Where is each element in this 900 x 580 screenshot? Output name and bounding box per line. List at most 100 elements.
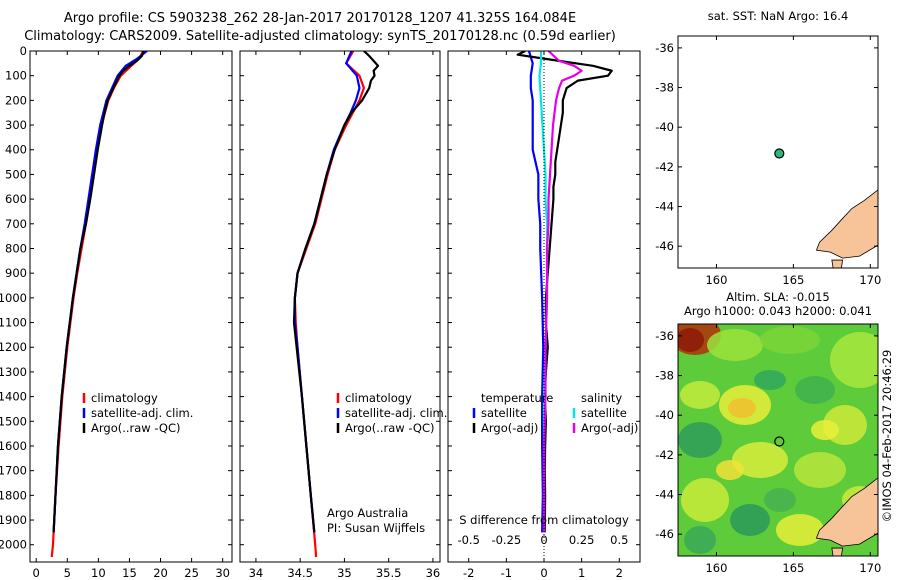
legend-label-climatology: climatology [345, 391, 412, 405]
legend-label-satellite: satellite-adj. clim. [91, 406, 193, 420]
map-x-tick-label: 165 [782, 273, 804, 287]
map-y-tick-label: -42 [655, 448, 674, 462]
series-line-satellite-adj-clim- [52, 51, 148, 533]
sla-anomaly-blob [732, 442, 788, 478]
depth-tick-label: 1600 [0, 439, 27, 453]
top-scale-tick-label: 0.5 [610, 533, 628, 547]
depth-tick-label: 2000 [0, 538, 27, 552]
map-frame [677, 35, 879, 269]
x-tick-label: 1 [578, 566, 585, 580]
argo-float-marker [774, 436, 785, 447]
top-scale-tick-label: 0.25 [569, 533, 595, 547]
profile-panel-2 [239, 50, 441, 563]
series-line-climatology [50, 51, 145, 558]
depth-tick-label: 1800 [0, 488, 27, 502]
depth-tick-label: 800 [5, 241, 27, 255]
map-title: Argo h1000: 0.043 h2000: 0.041 [684, 304, 872, 318]
stewart-island-landmass [831, 547, 844, 556]
x-tick-label: 35 [337, 566, 352, 580]
map-y-tick-label: -36 [655, 329, 674, 343]
diff-legend-salinity-heading: salinity [581, 391, 622, 405]
x-tick-label: 30 [215, 566, 230, 580]
copyright-stamp: ©IMOS 04-Feb-2017 20:46:29 [880, 350, 894, 523]
depth-tick-label: 100 [5, 69, 27, 83]
x-tick-label: 10 [91, 566, 106, 580]
depth-tick-label: 200 [5, 93, 27, 107]
sla-anomaly-blob [776, 514, 824, 546]
map-y-tick-label: -38 [655, 81, 674, 95]
x-tick-label: 0 [540, 566, 547, 580]
map-y-tick-label: -36 [655, 41, 674, 55]
panel-frame [29, 50, 233, 563]
map-panel-1 [677, 35, 879, 269]
series-line-salinity-argo-adj- [542, 51, 583, 533]
map-y-tick-label: -44 [655, 200, 674, 214]
map-x-tick-label: 170 [859, 273, 881, 287]
map-y-tick-label: -46 [655, 527, 674, 541]
diff-legend-label-salinity: satellite [581, 406, 627, 420]
depth-tick-label: 0 [20, 44, 27, 58]
sla-anomaly-blob [707, 329, 763, 361]
top-scale-tick-label: -0.5 [457, 533, 479, 547]
series-group [516, 51, 613, 533]
map-x-tick-label: 160 [705, 561, 727, 575]
sla-anomaly-blob [728, 398, 756, 418]
diff-legend-label-temperature: satellite [481, 406, 527, 420]
sla-anomaly-blob [730, 504, 770, 536]
diff-legend-label-salinity: Argo(-adj) [581, 421, 638, 435]
sla-anomaly-blob [811, 420, 839, 440]
depth-tick-label: 1100 [0, 316, 27, 330]
x-tick-label: 34 [249, 566, 264, 580]
depth-tick-label: 1000 [0, 291, 27, 305]
map-y-tick-label: -42 [655, 160, 674, 174]
x-tick-label: 15 [122, 566, 137, 580]
depth-tick-label: 400 [5, 143, 27, 157]
map-y-tick-label: -38 [655, 369, 674, 383]
map-content [678, 36, 878, 268]
diff-legend-temperature-heading: temperature [481, 391, 553, 405]
new-zealand-landmass [815, 189, 878, 259]
depth-tick-label: 600 [5, 192, 27, 206]
sla-anomaly-blob [716, 460, 744, 480]
depth-tick-label: 1700 [0, 464, 27, 478]
sla-anomaly-blob [760, 326, 820, 354]
figure-title-line1: Argo profile: CS 5903238_262 28-Jan-2017… [63, 11, 577, 26]
legend-label-satellite: satellite-adj. clim. [345, 406, 447, 420]
map-title: Altim. SLA: -0.015 [726, 290, 830, 304]
depth-tick-label: 1200 [0, 340, 27, 354]
depth-tick-label: 300 [5, 118, 27, 132]
diff-legend-label-temperature: Argo(-adj) [481, 421, 538, 435]
sla-anomaly-blob [678, 328, 704, 352]
map-frame [677, 323, 879, 557]
sla-anomaly-blob [684, 526, 716, 554]
map-y-tick-label: -40 [655, 408, 674, 422]
map-title: sat. SST: NaN Argo: 16.4 [708, 9, 849, 23]
depth-tick-label: 1900 [0, 513, 27, 527]
x-tick-label: 35.5 [376, 566, 402, 580]
sla-anomaly-blob [754, 370, 786, 390]
series-group [50, 51, 148, 558]
legend-label-argo: Argo(..raw -QC) [345, 421, 435, 435]
series-line-temperature-satellite [527, 51, 545, 533]
series-group [292, 51, 380, 558]
panel-frame [239, 50, 441, 563]
profile-panel-1 [29, 50, 233, 563]
argo-float-marker [774, 148, 785, 159]
series-line-argo-raw-qc- [52, 51, 145, 533]
x-tick-label: 34.5 [287, 566, 313, 580]
new-zealand-landmass [815, 477, 878, 547]
sla-anomaly-blob [795, 376, 835, 404]
map-y-tick-label: -40 [655, 120, 674, 134]
stewart-island-landmass [831, 259, 844, 268]
map-y-tick-label: -44 [655, 488, 674, 502]
depth-tick-label: 1300 [0, 365, 27, 379]
sla-anomaly-blob [681, 478, 729, 522]
diff-top-axis-label: S difference from climatology [459, 513, 629, 527]
x-tick-label: 2 [616, 566, 623, 580]
depth-tick-label: 900 [5, 266, 27, 280]
series-line-climatology [293, 51, 365, 558]
top-scale-tick-label: 0 [540, 533, 547, 547]
x-tick-label: 0 [33, 566, 40, 580]
map-panel-2 [677, 323, 879, 557]
x-tick-label: 25 [184, 566, 199, 580]
